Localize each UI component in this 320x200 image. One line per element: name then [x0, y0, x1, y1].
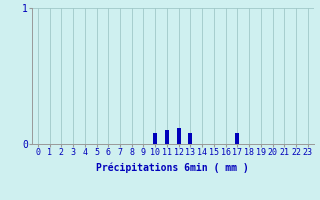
Bar — [177, 128, 181, 144]
Bar — [235, 133, 239, 144]
Bar — [153, 133, 157, 144]
Bar — [165, 130, 169, 144]
Bar — [188, 133, 192, 144]
X-axis label: Précipitations 6min ( mm ): Précipitations 6min ( mm ) — [96, 163, 249, 173]
